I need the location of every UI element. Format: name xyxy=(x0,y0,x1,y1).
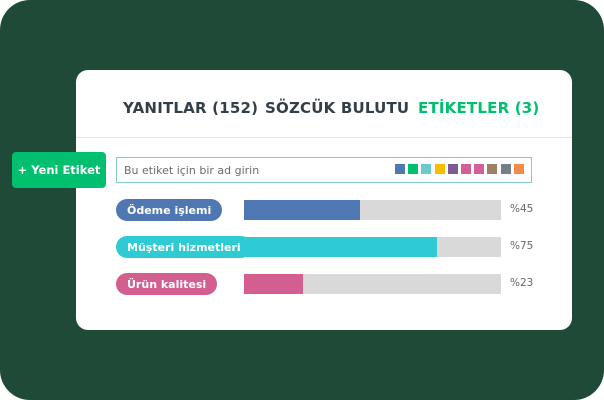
color-swatch[interactable] xyxy=(421,164,432,174)
tag-pill[interactable]: Müşteri hizmetleri xyxy=(116,236,252,258)
percent-label: %23 xyxy=(510,277,534,289)
percent-label: %45 xyxy=(510,203,534,215)
tag-pill[interactable]: Ödeme işlemi xyxy=(116,199,223,221)
tag-name-input[interactable]: Bu etiket için bir ad girin xyxy=(116,157,532,183)
tab-responses[interactable]: YANITLAR (152) xyxy=(123,99,259,117)
progress-fill xyxy=(244,200,360,220)
color-swatch[interactable] xyxy=(408,164,419,174)
progress-fill xyxy=(244,237,437,257)
color-swatch[interactable] xyxy=(487,164,498,174)
new-tag-button[interactable]: + Yeni Etiket xyxy=(12,152,106,188)
color-swatch[interactable] xyxy=(461,164,471,174)
color-swatch[interactable] xyxy=(447,164,458,174)
progress-track xyxy=(244,274,501,294)
percent-label: %75 xyxy=(510,240,534,252)
color-swatch[interactable] xyxy=(434,164,445,174)
color-swatch[interactable] xyxy=(474,164,485,174)
progress-track xyxy=(244,237,501,257)
progress-fill xyxy=(244,274,304,294)
tab-tags[interactable]: ETİKETLER (3) xyxy=(418,99,540,117)
tab-bar: YANITLAR (152) SÖZCÜK BULUTU ETİKETLER (… xyxy=(76,70,572,138)
tab-word-cloud[interactable]: SÖZCÜK BULUTU xyxy=(265,99,410,117)
color-swatch[interactable] xyxy=(395,164,405,174)
tag-pill[interactable]: Ürün kalitesi xyxy=(116,273,218,295)
progress-track xyxy=(244,200,501,220)
color-swatch[interactable] xyxy=(500,164,511,174)
color-swatch[interactable] xyxy=(513,164,524,174)
tag-name-placeholder: Bu etiket için bir ad girin xyxy=(124,163,260,177)
